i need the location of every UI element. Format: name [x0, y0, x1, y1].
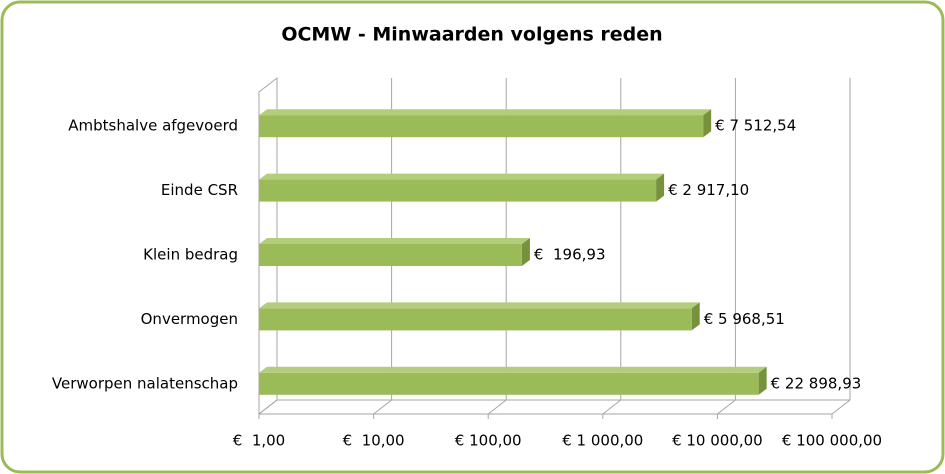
y-tick-label: Verworpen nalatenschap: [52, 374, 238, 392]
x-tick-label: € 1 000,00: [562, 432, 643, 450]
bar-side: [703, 109, 712, 138]
bar-side: [758, 366, 767, 395]
x-tick-label: € 100,00: [455, 432, 522, 450]
y-tick-label: Ambtshalve afgevoerd: [68, 117, 238, 135]
bar-side: [521, 238, 530, 266]
bar: [259, 372, 759, 395]
value-label: € 5 968,51: [704, 310, 785, 328]
grid-floor-line: [373, 399, 392, 415]
bar-side: [656, 173, 665, 202]
grid-floor-line: [258, 399, 278, 415]
x-tick-label: € 1,00: [233, 432, 285, 450]
bar-top: [259, 366, 767, 373]
bar-top: [259, 173, 665, 180]
x-tick-label: € 10 000,00: [672, 432, 763, 450]
y-tick-label: Klein bedrag: [143, 246, 238, 264]
bar: [259, 179, 657, 202]
bar-top: [259, 302, 700, 309]
bar: [259, 244, 522, 266]
bar-top: [259, 238, 530, 244]
bar-top: [259, 109, 712, 116]
y-tick-label: Onvermogen: [141, 310, 238, 328]
grid-floor-line: [717, 399, 736, 415]
x-tick-label: € 100 000,00: [782, 432, 882, 450]
grid-floor-line: [487, 399, 507, 415]
grid-floor-line: [602, 399, 622, 415]
bar: [259, 308, 692, 331]
value-label: € 196,93: [534, 246, 606, 264]
grid-floor-line: [831, 399, 851, 415]
value-label: € 7 512,54: [715, 117, 796, 135]
bar-side: [691, 302, 700, 331]
bar: [259, 115, 704, 138]
chart-title: OCMW - Minwaarden volgens reden: [281, 24, 662, 46]
y-tick-label: Einde CSR: [161, 181, 238, 199]
x-tick-label: € 10,00: [343, 432, 405, 450]
value-label: € 22 898,93: [771, 374, 862, 392]
value-label: € 2 917,10: [668, 181, 749, 199]
